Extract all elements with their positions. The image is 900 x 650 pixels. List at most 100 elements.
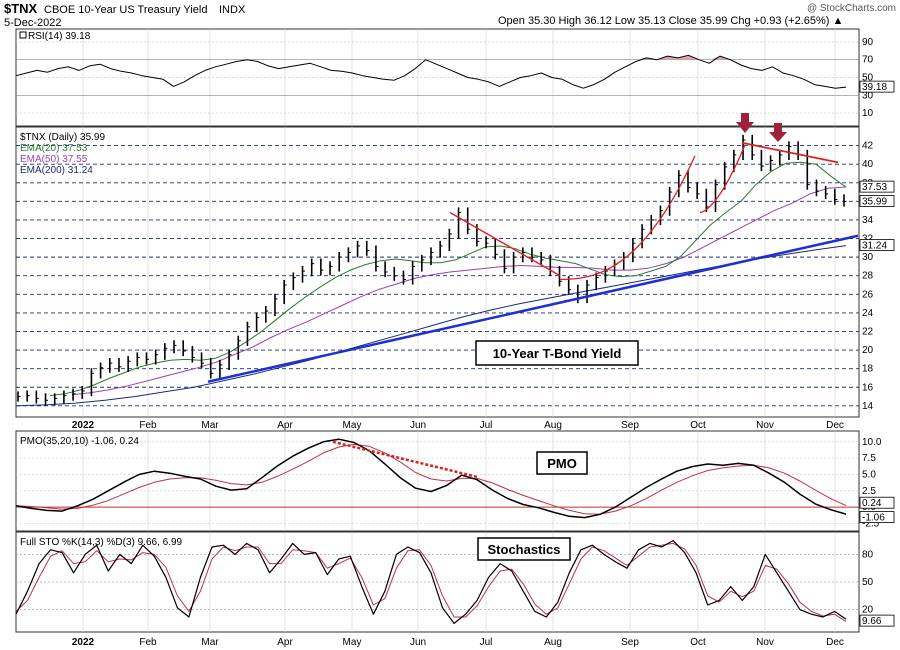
ema200-last-label-box [859,239,895,252]
month-label: 2022 [72,420,95,431]
ema50-legend: EMA(50) 37.55 [20,154,88,165]
month-label-bottom: Sep [621,637,639,648]
rsi-legend: RSI(14) 39.18 [19,31,91,42]
pmo-legend-text: PMO(35,20,10) -1.06, 0.24 [20,436,139,447]
pmo-last-label: -1.06 [862,513,885,524]
price-tick-label: 42 [862,141,874,152]
rsi-legend-text: RSI(14) 39.18 [28,31,91,42]
price-tick-label: 18 [862,364,874,375]
month-label: May [343,420,362,431]
pmo-tick-label: 2.5 [862,486,876,497]
price-legend-title: $TNX (Daily) 35.99 [20,132,105,143]
month-label-bottom: Jun [410,637,426,648]
month-label: Feb [139,420,157,431]
rsi-line [15,54,847,89]
sto-tick-label: 20 [862,605,874,616]
rsi-legend-swatch [19,31,27,39]
ema20-legend: EMA(20) 37.53 [20,143,88,154]
pmo-tick-label: 5.0 [862,469,876,480]
month-label: Dec [826,420,844,431]
bond-yield-annotation: 10-Year T-Bond Yield [475,340,639,366]
price-legend: $TNX (Daily) 35.99 EMA(20) 37.53 EMA(50)… [20,132,105,176]
month-label: Apr [277,420,293,431]
price-tick-label: 22 [862,326,874,337]
ema20-last-label: 37.53 [862,182,887,193]
month-label-bottom: 2022 [72,637,95,648]
ohlc-readout: Open 35.30 High 36.12 Low 35.13 Close 35… [498,15,843,27]
close-last-label-box [859,195,895,207]
month-label: Aug [544,420,562,431]
watermark: @ StockCharts.com [807,3,896,14]
pmo-annotation-text: PMO [547,456,577,471]
pmo-tick-label: 7.5 [862,453,876,464]
pmo-annotation-box [536,451,588,475]
sto-legend-text: Full STO %K(14,3) %D(3) 9.66, 6.99 [20,537,183,548]
sto-tick-label: 80 [862,549,874,560]
pmo-line [15,438,847,519]
month-label: Sep [621,420,639,431]
exchange: INDX [219,4,246,16]
rising-trendline [207,234,859,383]
month-label-bottom: Feb [139,637,157,648]
rsi-tick-label: 30 [862,90,874,101]
price-tick-label: 30 [862,252,874,263]
symbol: $TNX [4,1,38,16]
pmo-tick-label: 10.0 [862,437,882,448]
month-label-bottom: Jul [480,637,493,648]
parabolic-curve [559,155,696,281]
pmo-signal-last-label-box [859,496,895,509]
price-panel [15,126,860,418]
pmo-panel [15,430,860,532]
top-trendline [741,141,839,164]
close-last-label: 35.99 [862,196,887,207]
sto-d-line [15,542,847,623]
price-tick-label: 16 [862,382,874,393]
sto-k-line [15,539,847,625]
parabolic-curve-2 [699,144,746,214]
month-label: Jul [480,420,493,431]
month-label-bottom: Aug [544,637,562,648]
chart-date: 5-Dec-2022 [4,17,61,29]
ema20-last-label-box [859,180,895,193]
price-tick-label: 14 [862,401,874,412]
price-tick-label: 24 [862,308,874,319]
chart-header: $TNX CBOE 10-Year US Treasury Yield INDX… [4,1,896,29]
sto-layer: 20 50 80 9.66 [15,539,895,627]
rsi-tick-label: 90 [862,37,874,48]
month-label-bottom: Mar [201,637,219,648]
month-label: Mar [201,420,219,431]
rsi-tick-label: 70 [862,55,874,66]
price-tick-label: 26 [862,289,874,300]
month-label-bottom: Nov [756,637,774,648]
sto-tick-label: 50 [862,577,874,588]
rsi-layer: 10 30 50 70 90 39.18 [15,37,895,119]
rsi-tick-label: 50 [862,73,874,84]
month-label-bottom: Dec [826,637,844,648]
arrow-down-icon-1 [736,113,754,133]
month-label: Oct [690,420,706,431]
sto-annotation: Stochastics [477,537,571,561]
arrow-down-icon-2 [769,123,787,142]
sto-last-label-box [859,614,895,627]
sto-annotation-box [477,537,571,561]
pmo-signal-line [15,443,847,515]
month-label-bottom: Apr [277,637,293,648]
price-tick-label: 32 [862,234,874,245]
price-tick-label: 20 [862,345,874,356]
price-tick-label: 28 [862,271,874,282]
arrow-down-icon [769,123,787,142]
arrow-down-icon [736,113,754,133]
rsi-last-label: 39.18 [862,82,887,93]
rsi-tick-label: 10 [862,108,874,119]
resistance-trendline [449,211,561,277]
month-label-bottom: May [343,637,362,648]
bond-yield-annotation-box [475,340,639,366]
month-label-bottom: Oct [690,637,706,648]
ema200-legend: EMA(200) 31.24 [20,165,93,176]
price-layer: 14161820222426283032343638404237.5335.99… [15,134,895,412]
rsi-last-label-box [859,80,895,93]
month-label: Nov [756,420,774,431]
pmo-tick-label: -2.5 [862,518,880,529]
bond-yield-annotation-text: 10-Year T-Bond Yield [493,346,622,361]
security-name: CBOE 10-Year US Treasury Yield [44,4,207,16]
